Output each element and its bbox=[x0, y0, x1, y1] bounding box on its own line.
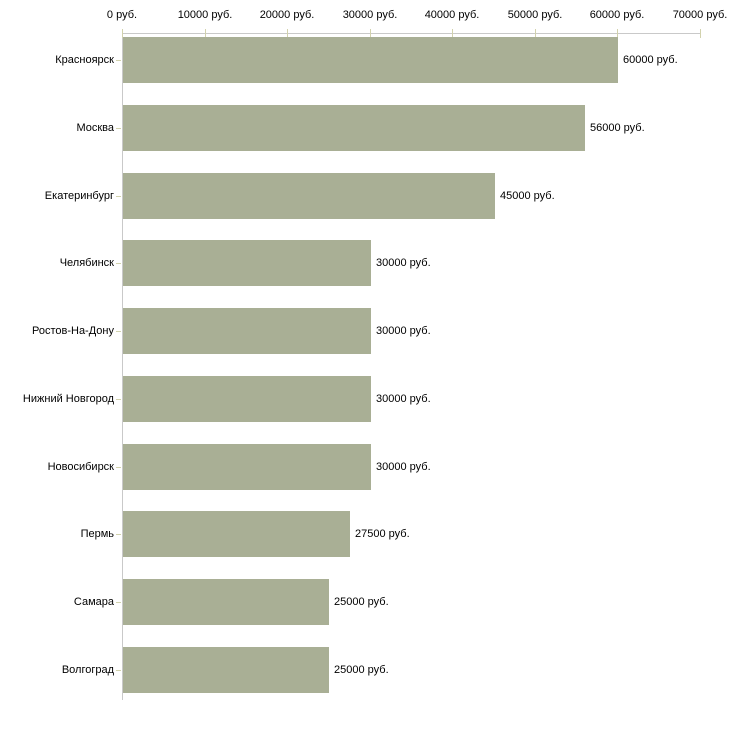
value-label: 25000 руб. bbox=[334, 664, 389, 676]
bar bbox=[123, 240, 371, 286]
y-tick-mark bbox=[116, 128, 121, 129]
y-tick-mark bbox=[116, 399, 121, 400]
bar bbox=[123, 376, 371, 422]
value-label: 30000 руб. bbox=[376, 393, 431, 405]
bar bbox=[123, 105, 585, 151]
bar bbox=[123, 308, 371, 354]
x-tick-label: 20000 руб. bbox=[259, 9, 315, 21]
x-tick-mark bbox=[205, 29, 206, 38]
x-tick-label: 0 руб. bbox=[106, 9, 138, 21]
y-tick-mark bbox=[116, 331, 121, 332]
value-label: 45000 руб. bbox=[500, 190, 555, 202]
category-label: Нижний Новгород bbox=[22, 393, 114, 405]
value-label: 27500 руб. bbox=[355, 528, 410, 540]
x-tick-label: 70000 руб. bbox=[672, 9, 728, 21]
bar bbox=[123, 647, 329, 693]
value-label: 30000 руб. bbox=[376, 325, 431, 337]
bar bbox=[123, 37, 618, 83]
x-tick-mark bbox=[452, 29, 453, 38]
y-tick-mark bbox=[116, 60, 121, 61]
y-tick-mark bbox=[116, 670, 121, 671]
x-axis-line bbox=[122, 33, 701, 34]
x-tick-label: 30000 руб. bbox=[342, 9, 398, 21]
value-label: 30000 руб. bbox=[376, 461, 431, 473]
bar bbox=[123, 579, 329, 625]
x-tick-label: 50000 руб. bbox=[507, 9, 563, 21]
category-label: Красноярск bbox=[55, 54, 114, 66]
bar bbox=[123, 173, 495, 219]
category-label: Челябинск bbox=[59, 257, 114, 269]
x-tick-mark bbox=[617, 29, 618, 38]
y-tick-mark bbox=[116, 602, 121, 603]
value-label: 56000 руб. bbox=[590, 122, 645, 134]
x-tick-mark bbox=[287, 29, 288, 38]
y-tick-mark bbox=[116, 196, 121, 197]
x-tick-mark bbox=[535, 29, 536, 38]
value-label: 30000 руб. bbox=[376, 257, 431, 269]
category-label: Самара bbox=[73, 596, 114, 608]
category-label: Ростов-На-Дону bbox=[31, 325, 114, 337]
category-label: Пермь bbox=[80, 528, 114, 540]
category-label: Москва bbox=[76, 122, 114, 134]
category-label: Екатеринбург bbox=[44, 190, 114, 202]
y-axis-line bbox=[122, 33, 123, 700]
category-label: Новосибирск bbox=[47, 461, 114, 473]
y-tick-mark bbox=[116, 467, 121, 468]
value-label: 25000 руб. bbox=[334, 596, 389, 608]
y-tick-mark bbox=[116, 534, 121, 535]
y-tick-mark bbox=[116, 263, 121, 264]
bar bbox=[123, 444, 371, 490]
x-tick-label: 60000 руб. bbox=[589, 9, 645, 21]
x-tick-mark bbox=[370, 29, 371, 38]
value-label: 60000 руб. bbox=[623, 54, 678, 66]
category-label: Волгоград bbox=[61, 664, 114, 676]
x-tick-label: 40000 руб. bbox=[424, 9, 480, 21]
x-tick-mark bbox=[122, 29, 123, 38]
x-tick-label: 10000 руб. bbox=[177, 9, 233, 21]
x-tick-mark bbox=[700, 29, 701, 38]
bar bbox=[123, 511, 350, 557]
